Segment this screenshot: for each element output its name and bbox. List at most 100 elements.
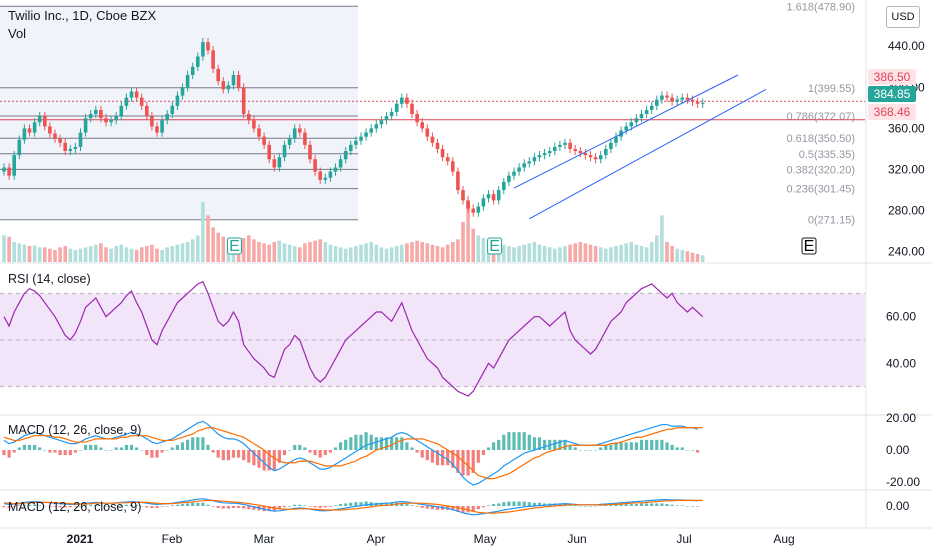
volume-bar xyxy=(43,247,47,262)
macd2-histogram-bar xyxy=(435,506,440,510)
earnings-marker-box xyxy=(227,237,242,255)
macd-histogram-bar xyxy=(155,450,159,458)
candle-body xyxy=(695,101,700,104)
macd-histogram-bar xyxy=(7,450,11,458)
macd-histogram-bar xyxy=(165,450,169,451)
macd2-histogram-bar xyxy=(583,506,587,507)
candle-body xyxy=(252,120,256,129)
macd-histogram-bar xyxy=(12,450,16,453)
macd-histogram-bar xyxy=(58,450,62,456)
macd-histogram-bar xyxy=(578,450,582,451)
candle-body xyxy=(629,122,634,127)
macd-histogram-bar xyxy=(73,450,77,453)
macd2-histogram-bar xyxy=(471,506,475,512)
macd-histogram-bar xyxy=(318,450,322,458)
volume-bar xyxy=(614,246,618,262)
volume-bar xyxy=(400,244,404,262)
volume-bar xyxy=(134,250,139,262)
macd2-histogram-bar xyxy=(578,506,582,507)
volume-bar xyxy=(292,246,297,262)
earnings-marker-box-future xyxy=(801,237,817,255)
candle-body xyxy=(333,167,338,172)
volume-bar xyxy=(216,232,220,262)
macd2-histogram-bar xyxy=(609,504,613,506)
macd2-histogram-bar xyxy=(78,506,83,507)
candle-body xyxy=(456,171,460,191)
time-axis-label: Mar xyxy=(254,532,275,546)
candle-body xyxy=(282,144,287,158)
macd2-histogram-bar xyxy=(507,501,511,506)
macd-histogram-bar xyxy=(354,434,358,450)
volume-bar xyxy=(272,242,277,262)
candle-body xyxy=(502,181,506,191)
macd-histogram-bar xyxy=(532,437,536,450)
candle-body xyxy=(150,116,154,127)
fib-level-label: 0.786(372.07) xyxy=(787,111,856,123)
volume-bar xyxy=(313,240,317,262)
macd2-histogram-bar xyxy=(527,502,531,506)
candle-body xyxy=(379,120,384,125)
candle-body xyxy=(129,91,134,98)
candle-body xyxy=(257,128,261,137)
volume-bar xyxy=(553,248,557,262)
volume-bar xyxy=(22,244,27,262)
macd2-histogram-bar xyxy=(639,503,644,506)
macd2-histogram-bar xyxy=(191,502,195,506)
volume-bar xyxy=(343,248,348,262)
macd2-histogram-bar xyxy=(175,504,179,506)
price-axis-label: 240.00 xyxy=(888,245,925,259)
candle-body xyxy=(338,159,343,168)
candle-body xyxy=(394,103,399,112)
macd2-histogram-bar xyxy=(333,505,338,506)
candle-body xyxy=(43,116,47,127)
volume-bar xyxy=(333,246,338,262)
volume-bar xyxy=(165,247,169,262)
candle-body xyxy=(517,167,521,172)
macd2-histogram-bar xyxy=(537,502,542,506)
macd2-histogram-bar xyxy=(247,506,251,510)
macd2-histogram-bar xyxy=(486,505,491,506)
candle-body xyxy=(675,99,679,102)
volume-bar xyxy=(405,243,409,262)
macd-histogram-bar xyxy=(175,444,179,450)
volume-bar xyxy=(139,247,144,262)
volume-bar xyxy=(425,243,430,262)
candle-body xyxy=(415,114,419,123)
macd-histogram-bar xyxy=(395,437,399,450)
macd2-histogram-bar xyxy=(624,504,628,506)
candle-body xyxy=(583,153,588,156)
macd2-histogram-bar xyxy=(94,504,98,506)
fib-level-label: 1.618(478.90) xyxy=(787,1,856,13)
macd2-histogram-bar xyxy=(313,506,317,508)
volume-bar xyxy=(517,246,521,262)
macd-histogram-bar xyxy=(512,432,516,450)
macd-histogram-bar xyxy=(221,450,225,461)
macd2-histogram-bar xyxy=(201,502,205,506)
volume-bar xyxy=(537,244,542,262)
macd-histogram-bar xyxy=(43,450,47,451)
macd2-histogram-bar xyxy=(119,505,123,506)
macd-histogram-bar xyxy=(497,439,501,450)
volume-bar xyxy=(461,222,465,262)
signal-line xyxy=(3,427,703,480)
macd2-histogram-bar xyxy=(675,505,679,506)
macd-histogram-bar xyxy=(252,450,256,466)
earnings-marker-box xyxy=(487,237,503,255)
volume-bar xyxy=(394,246,399,262)
macd2-histogram-bar xyxy=(420,506,424,508)
currency-button[interactable]: USD xyxy=(886,6,920,28)
candle-body xyxy=(48,126,52,134)
macd2-histogram-bar xyxy=(160,506,164,507)
macd2-histogram-bar xyxy=(221,506,225,509)
macd-histogram-bar xyxy=(384,437,389,450)
candle-body xyxy=(124,97,129,106)
candle-body xyxy=(593,157,598,160)
volume-bar xyxy=(267,244,271,262)
macd2-histogram-bar xyxy=(349,502,353,506)
macd-histogram-bar xyxy=(420,450,424,458)
macd2-histogram-bar xyxy=(614,504,618,506)
macd-histogram-bar xyxy=(670,444,674,450)
candle-body xyxy=(384,116,389,121)
macd-histogram-bar xyxy=(522,432,526,450)
volume-bar xyxy=(252,239,256,262)
